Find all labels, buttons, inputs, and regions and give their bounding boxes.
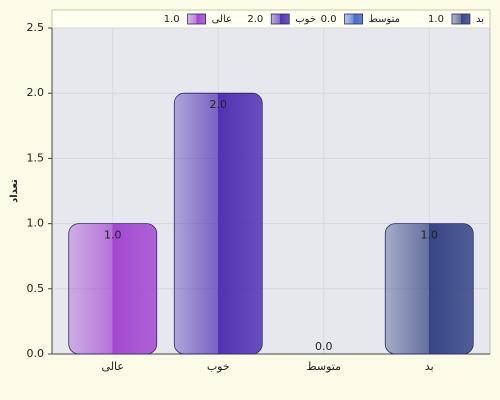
y-tick-label: 0.5 bbox=[27, 282, 45, 295]
value-label: 1.0 bbox=[421, 229, 439, 242]
legend-label: متوسط bbox=[369, 14, 400, 25]
bar bbox=[384, 223, 474, 355]
legend-swatch bbox=[344, 13, 363, 25]
legend-value: 1.0 bbox=[164, 14, 180, 25]
legend-label: عالی bbox=[212, 14, 232, 25]
value-label: 1.0 bbox=[104, 229, 122, 242]
legend-swatch bbox=[187, 13, 206, 25]
y-tick-label: 2.5 bbox=[27, 21, 45, 34]
x-tick-label: خوب bbox=[207, 360, 230, 373]
legend-value: 1.0 bbox=[428, 14, 444, 25]
bar bbox=[173, 92, 263, 355]
y-tick-label: 1.0 bbox=[27, 217, 45, 230]
y-axis-label: تعداد bbox=[9, 179, 20, 203]
legend-value: 2.0 bbox=[247, 14, 263, 25]
y-tick-label: 0.0 bbox=[27, 347, 45, 360]
value-label: 2.0 bbox=[210, 98, 228, 111]
bar bbox=[68, 223, 158, 355]
value-label: 0.0 bbox=[315, 340, 333, 353]
y-tick-label: 1.5 bbox=[27, 151, 45, 164]
legend-value: 0.0 bbox=[321, 14, 337, 25]
x-tick-label: عالی bbox=[102, 360, 124, 373]
legend-label: بد bbox=[476, 14, 484, 25]
legend-label: خوب bbox=[295, 14, 316, 25]
x-tick-label: بد bbox=[425, 360, 434, 373]
x-tick-label: متوسط bbox=[306, 360, 341, 373]
legend-swatch bbox=[270, 13, 290, 25]
legend-swatch bbox=[451, 13, 471, 25]
y-tick-label: 2.0 bbox=[27, 86, 45, 99]
